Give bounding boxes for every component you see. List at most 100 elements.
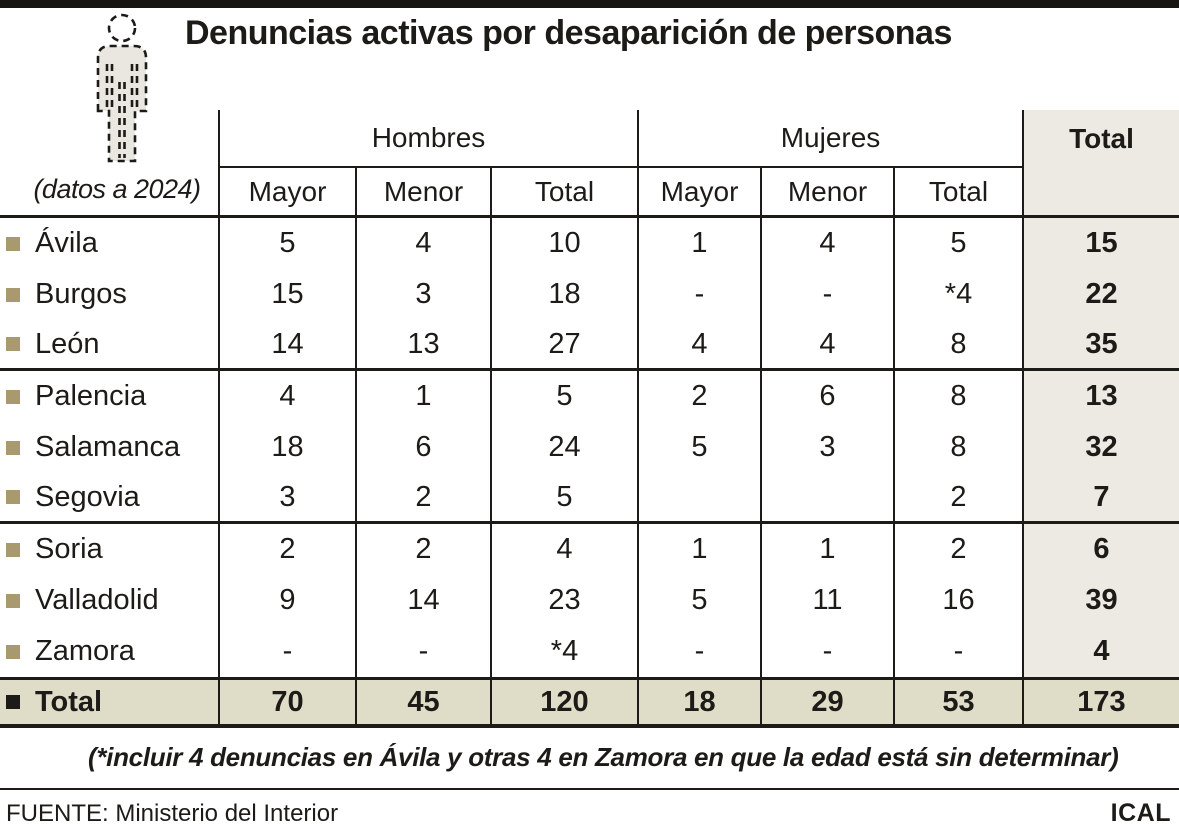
subheader-hombres-total: Total: [490, 168, 637, 215]
province-label: León: [35, 327, 100, 360]
value-hombres-mayor: 4: [218, 371, 355, 422]
group-header-mujeres: Mujeres: [637, 110, 1022, 168]
value-row-total: 6: [1022, 524, 1179, 575]
subheader-mujeres-menor: Menor: [760, 168, 893, 215]
province-label: Zamora: [35, 635, 135, 667]
value-hombres-mayor: 5: [218, 218, 355, 269]
value-mujeres-total: 5: [893, 218, 1022, 269]
row-bullet: [6, 593, 20, 608]
total-row-label: Total: [35, 685, 103, 718]
province-label: Palencia: [35, 380, 147, 412]
value-hombres-mayor: 3: [218, 473, 355, 521]
value-mujeres-total: -: [893, 626, 1022, 677]
value-hombres-total: *4: [490, 626, 637, 677]
row-bullet: [6, 644, 20, 659]
row-bullet: [6, 337, 20, 351]
total-hombres-menor: 45: [355, 680, 490, 724]
total-hombres-total: 120: [490, 680, 637, 724]
table-sub-header-row: Mayor Menor Total Mayor Menor Total: [0, 168, 1179, 218]
value-row-total: 7: [1022, 473, 1179, 521]
value-hombres-mayor: 9: [218, 575, 355, 626]
province-label: Ávila: [35, 227, 98, 259]
footnote: (*incluir 4 denuncias en Ávila y otras 4…: [88, 742, 1119, 772]
value-mujeres-mayor: 2: [637, 371, 760, 422]
province-label: Burgos: [35, 278, 127, 310]
person-icon: [86, 12, 158, 169]
value-row-total: 22: [1022, 269, 1179, 320]
value-row-total: 13: [1022, 371, 1179, 422]
value-mujeres-mayor: 1: [637, 524, 760, 575]
data-table: Hombres Mujeres Total Mayor Menor Total …: [0, 110, 1179, 728]
value-hombres-total: 4: [490, 524, 637, 575]
value-mujeres-menor: 3: [760, 422, 893, 473]
value-mujeres-menor: 1: [760, 524, 893, 575]
group-header-hombres: Hombres: [218, 110, 637, 168]
value-row-total: 15: [1022, 218, 1179, 269]
value-hombres-menor: 13: [355, 320, 490, 368]
value-hombres-menor: 4: [355, 218, 490, 269]
table-row: León 14 13 27 4 4 8 35: [0, 320, 1179, 371]
value-mujeres-mayor: [637, 473, 760, 521]
value-hombres-menor: 2: [355, 524, 490, 575]
subheader-mujeres-total: Total: [893, 168, 1022, 215]
province-label: Valladolid: [35, 584, 159, 616]
table-row: Soria 2 2 4 1 1 2 6: [0, 524, 1179, 575]
total-mujeres-mayor: 18: [637, 680, 760, 724]
agency-credit: ICAL: [1110, 799, 1171, 827]
value-mujeres-menor: 4: [760, 320, 893, 368]
value-mujeres-mayor: 1: [637, 218, 760, 269]
value-mujeres-total: 16: [893, 575, 1022, 626]
value-mujeres-mayor: -: [637, 626, 760, 677]
row-bullet: [6, 287, 20, 302]
value-mujeres-total: 2: [893, 524, 1022, 575]
value-row-total: 32: [1022, 422, 1179, 473]
value-mujeres-mayor: 5: [637, 575, 760, 626]
subheader-mujeres-mayor: Mayor: [637, 168, 760, 215]
value-hombres-total: 27: [490, 320, 637, 368]
value-hombres-mayor: -: [218, 626, 355, 677]
row-bullet: [6, 389, 20, 404]
total-mujeres-total: 53: [893, 680, 1022, 724]
value-mujeres-menor: -: [760, 626, 893, 677]
top-black-bar: [0, 0, 1179, 8]
value-hombres-menor: -: [355, 626, 490, 677]
value-hombres-menor: 1: [355, 371, 490, 422]
value-hombres-total: 5: [490, 371, 637, 422]
corner-cell: [0, 168, 218, 215]
table-body: Ávila 5 4 10 1 4 5 15 Burgos 15 3 18 - -…: [0, 218, 1179, 677]
table-row: Segovia 3 2 5 2 7: [0, 473, 1179, 524]
value-row-total: 39: [1022, 575, 1179, 626]
value-hombres-total: 18: [490, 269, 637, 320]
table-total-row: Total 70 45 120 18 29 53 173: [0, 677, 1179, 728]
value-row-total: 4: [1022, 626, 1179, 677]
table-row: Burgos 15 3 18 - - *4 22: [0, 269, 1179, 320]
corner-cell: [0, 110, 218, 168]
value-hombres-mayor: 18: [218, 422, 355, 473]
value-mujeres-menor: 4: [760, 218, 893, 269]
subheader-hombres-menor: Menor: [355, 168, 490, 215]
value-hombres-total: 23: [490, 575, 637, 626]
table-row: Salamanca 18 6 24 5 3 8 32: [0, 422, 1179, 473]
value-hombres-total: 24: [490, 422, 637, 473]
value-hombres-mayor: 2: [218, 524, 355, 575]
row-bullet: [6, 236, 20, 251]
value-hombres-menor: 6: [355, 422, 490, 473]
value-mujeres-total: 8: [893, 371, 1022, 422]
table-row: Valladolid 9 14 23 5 11 16 39: [0, 575, 1179, 626]
value-row-total: 35: [1022, 320, 1179, 368]
value-mujeres-menor: 11: [760, 575, 893, 626]
total-hombres-mayor: 70: [218, 680, 355, 724]
table-group-header-row: Hombres Mujeres Total: [0, 110, 1179, 168]
value-hombres-mayor: 14: [218, 320, 355, 368]
value-hombres-total: 10: [490, 218, 637, 269]
value-hombres-menor: 14: [355, 575, 490, 626]
table-row: Palencia 4 1 5 2 6 8 13: [0, 371, 1179, 422]
group-header-total: Total: [1022, 110, 1179, 168]
row-bullet: [6, 440, 20, 455]
value-mujeres-mayor: 4: [637, 320, 760, 368]
value-mujeres-menor: [760, 473, 893, 521]
value-hombres-total: 5: [490, 473, 637, 521]
value-mujeres-total: 2: [893, 473, 1022, 521]
value-mujeres-total: *4: [893, 269, 1022, 320]
source-credit: FUENTE: Ministerio del Interior: [6, 800, 339, 827]
